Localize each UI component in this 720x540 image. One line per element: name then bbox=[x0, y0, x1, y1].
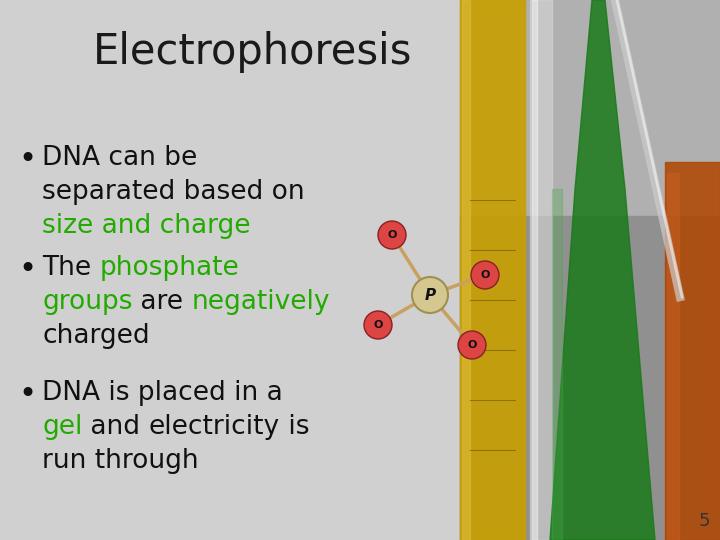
Text: DNA can be: DNA can be bbox=[42, 145, 197, 171]
Text: •: • bbox=[18, 145, 36, 174]
Bar bbox=[667, 173, 679, 540]
Text: phosphate: phosphate bbox=[99, 255, 239, 281]
Text: negatively: negatively bbox=[192, 289, 330, 315]
Text: O: O bbox=[480, 270, 490, 280]
Bar bbox=[665, 162, 720, 540]
Text: separated based on: separated based on bbox=[42, 179, 305, 205]
Text: charged: charged bbox=[42, 323, 150, 349]
Text: The: The bbox=[42, 255, 99, 281]
Circle shape bbox=[412, 277, 448, 313]
Text: O: O bbox=[387, 230, 397, 240]
Text: 5: 5 bbox=[698, 512, 710, 530]
Circle shape bbox=[458, 331, 486, 359]
Circle shape bbox=[471, 261, 499, 289]
Circle shape bbox=[364, 311, 392, 339]
Bar bbox=[460, 216, 720, 540]
Text: •: • bbox=[18, 380, 36, 409]
Text: and: and bbox=[82, 414, 149, 440]
Bar bbox=[0, 0, 460, 540]
Text: O: O bbox=[467, 340, 477, 350]
Bar bbox=[532, 0, 537, 540]
Bar bbox=[460, 0, 720, 540]
Text: DNA is placed in a: DNA is placed in a bbox=[42, 380, 283, 406]
Polygon shape bbox=[550, 0, 655, 540]
Text: groups: groups bbox=[42, 289, 132, 315]
Bar bbox=[530, 0, 552, 540]
Text: are: are bbox=[132, 289, 192, 315]
Text: O: O bbox=[373, 320, 383, 330]
Text: run through: run through bbox=[42, 448, 199, 474]
Bar bbox=[552, 189, 562, 540]
Text: •: • bbox=[18, 255, 36, 284]
Text: is: is bbox=[280, 414, 310, 440]
Text: electricity: electricity bbox=[149, 414, 280, 440]
Text: size and charge: size and charge bbox=[42, 213, 251, 239]
Bar bbox=[460, 0, 525, 540]
Text: Electrophoresis: Electrophoresis bbox=[94, 31, 413, 73]
Text: P: P bbox=[424, 287, 436, 302]
Circle shape bbox=[378, 221, 406, 249]
Text: gel: gel bbox=[42, 414, 82, 440]
Bar bbox=[462, 0, 470, 540]
